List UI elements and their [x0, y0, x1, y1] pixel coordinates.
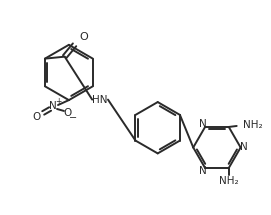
- Text: O: O: [64, 108, 72, 118]
- Text: +: +: [55, 97, 61, 106]
- Text: N: N: [240, 143, 248, 152]
- Text: N: N: [199, 119, 207, 129]
- Text: O: O: [32, 112, 40, 122]
- Text: NH₂: NH₂: [243, 120, 262, 130]
- Text: O: O: [79, 32, 88, 42]
- Text: NH₂: NH₂: [219, 176, 238, 186]
- Text: HN: HN: [92, 95, 108, 105]
- Text: −: −: [69, 113, 77, 123]
- Text: N: N: [49, 101, 57, 111]
- Text: N: N: [199, 166, 207, 176]
